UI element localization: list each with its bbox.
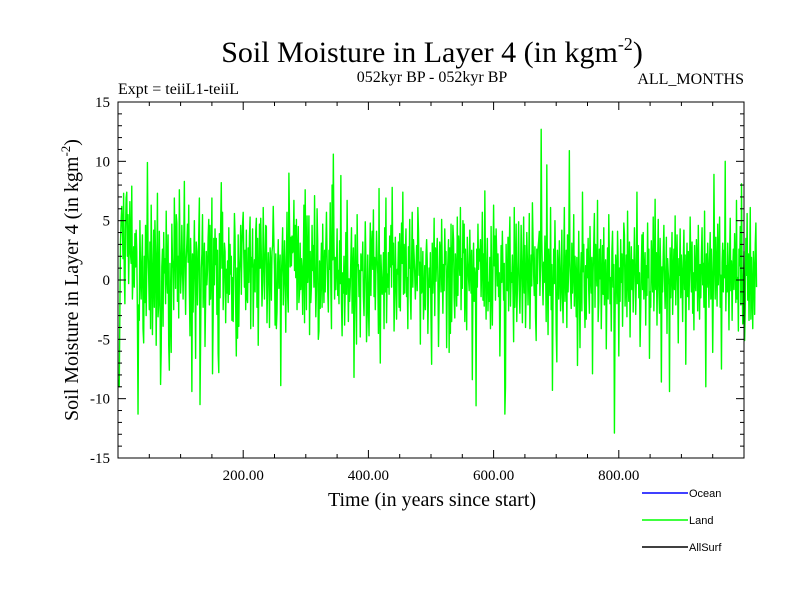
subtitle-period: 052kyr BP - 052kyr BP: [357, 69, 508, 86]
x-tick-label: 600.00: [473, 468, 514, 484]
y-axis-label: Soil Moisture in Layer 4 (in kgm-2): [58, 139, 83, 421]
x-tick-label: 200.00: [223, 468, 264, 484]
y-tick-label: 0: [103, 273, 111, 289]
subtitle-months: ALL_MONTHS: [637, 71, 744, 88]
y-tick-label: 10: [95, 154, 110, 170]
y-axis: 15 10 5 0 -5 -10 -15: [90, 95, 744, 467]
x-axis-label: Time (in years since start): [328, 489, 536, 511]
y-tick-label: 5: [103, 214, 111, 230]
legend-label-allsurf: AllSurf: [689, 542, 722, 554]
legend-label-ocean: Ocean: [689, 488, 721, 500]
subtitle-experiment: Expt = teiiL1-teiiL: [118, 81, 239, 98]
x-axis: 200.00 400.00 600.00 800.00: [148, 102, 714, 484]
y-tick-label: -10: [90, 392, 110, 408]
y-tick-label: 15: [95, 95, 110, 111]
legend: Ocean Land AllSurf: [642, 488, 722, 554]
y-tick-label: -5: [98, 332, 111, 348]
series-layer: [117, 128, 758, 434]
x-tick-label: 800.00: [598, 468, 639, 484]
legend-label-land: Land: [689, 515, 713, 527]
x-tick-label: 400.00: [348, 468, 389, 484]
chart-title: Soil Moisture in Layer 4 (in kgm-2): [221, 34, 643, 69]
y-tick-label: -15: [90, 451, 110, 467]
series-line-land: [117, 128, 758, 434]
